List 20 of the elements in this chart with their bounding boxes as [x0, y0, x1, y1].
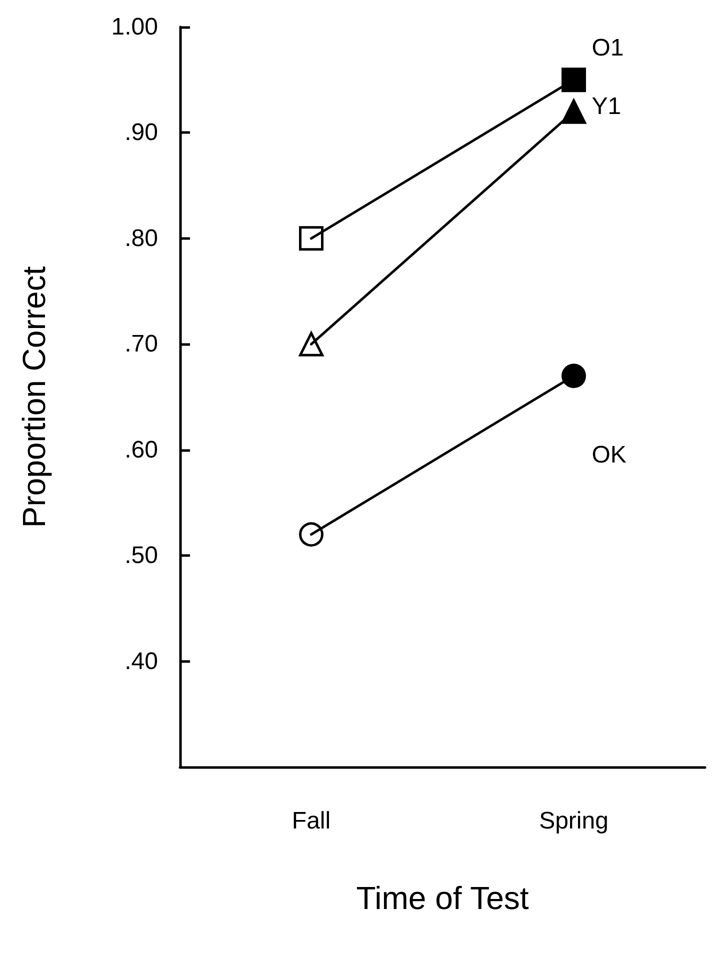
y-tick-label: 1.00 — [111, 14, 158, 40]
x-tick-label: Spring — [539, 808, 608, 834]
y-axis-title: Proportion Correct — [16, 266, 52, 528]
series-label: O1 — [592, 34, 624, 62]
text: OK — [592, 441, 626, 468]
point — [562, 68, 586, 92]
y-tick-label: .40 — [124, 648, 158, 675]
x-axis-title: Time of Test — [356, 880, 529, 916]
y-tick-label: .70 — [124, 330, 158, 358]
point — [299, 226, 324, 251]
y-tick-label: .90 — [124, 119, 158, 146]
point — [299, 522, 324, 547]
y-tick-label: .80 — [124, 224, 158, 252]
series-label: Y1 — [592, 93, 622, 120]
y-tick-label: .50 — [124, 542, 158, 570]
x-tick-label: Fall — [292, 808, 331, 834]
y-tick-label: .60 — [124, 436, 158, 464]
point — [562, 364, 586, 388]
point — [299, 332, 324, 356]
point — [562, 99, 586, 124]
